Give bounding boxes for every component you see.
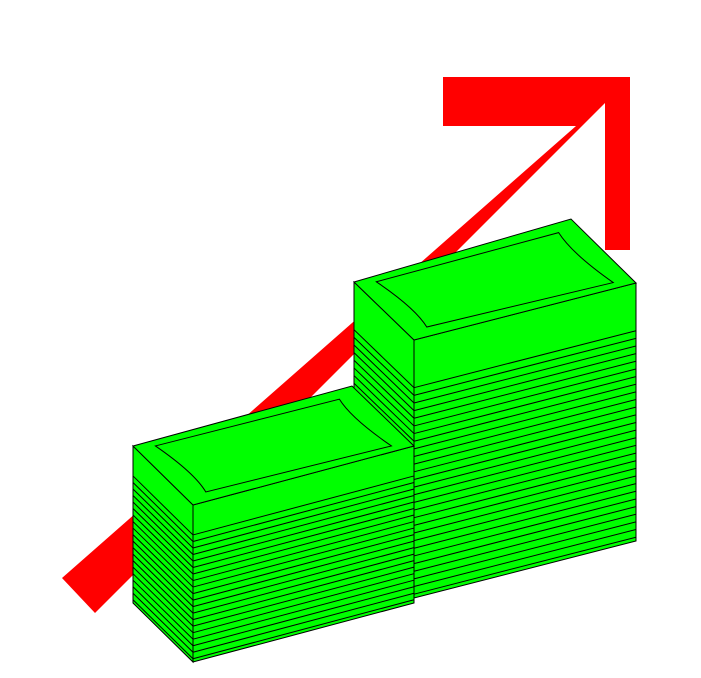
bill-inner-frame: [375, 232, 615, 328]
bill-edge: [413, 490, 637, 549]
bill-edge-side: [132, 534, 194, 594]
bill-edge: [192, 521, 415, 582]
bill-edge-side: [353, 344, 415, 404]
bill-edge: [413, 345, 637, 404]
bill-edge: [413, 391, 637, 450]
bill-edge: [413, 360, 637, 419]
bill-edge: [413, 421, 637, 480]
bill-edge: [413, 437, 637, 496]
bill-edge-side: [353, 382, 415, 442]
bill-edge-side: [132, 599, 194, 660]
bill-edge: [413, 475, 637, 534]
bill-edge-side: [132, 553, 194, 614]
top-bill: [353, 218, 637, 341]
bill-edge: [192, 481, 415, 542]
bill-edge: [413, 529, 637, 588]
bill-edge: [413, 460, 637, 519]
bill-edge: [413, 498, 637, 557]
bill-edge: [413, 414, 637, 473]
top-bill: [132, 385, 415, 506]
bill-edge-side: [132, 560, 194, 621]
bill-edge: [413, 376, 637, 435]
bill-edge: [192, 586, 415, 647]
bill-edge-side: [353, 367, 415, 427]
bill-edge: [413, 513, 637, 572]
bill-edge: [192, 475, 415, 536]
bill-edge-side: [132, 475, 194, 536]
bill-edge: [192, 599, 415, 660]
bill-edge: [413, 406, 637, 465]
bill-edge-side: [132, 482, 194, 542]
bill-edge: [192, 560, 415, 621]
bill-edge: [413, 521, 637, 580]
bill-edge: [413, 330, 637, 389]
bill-edge-side: [132, 579, 194, 640]
bill-edge-side: [132, 508, 194, 568]
bill-edge-side: [132, 586, 194, 647]
bill-edge-side: [132, 547, 194, 607]
bill-edge: [413, 429, 637, 488]
bill-edge-side: [353, 336, 415, 396]
bill-edge: [192, 573, 415, 634]
bill-edge-side: [132, 521, 194, 581]
bill-edge-side: [132, 527, 194, 588]
bill-edge: [413, 536, 637, 595]
bill-edge: [413, 399, 637, 457]
bill-edge: [192, 488, 415, 549]
bill-edge: [413, 467, 637, 526]
bill-edge: [192, 527, 415, 588]
bill-edge: [192, 501, 415, 562]
bill-edge: [192, 534, 415, 595]
bill-edge: [413, 368, 637, 427]
bill-edge: [192, 495, 415, 555]
bill-edge: [413, 483, 637, 542]
money-stack-short: [132, 385, 415, 664]
bill-edge-side: [132, 514, 194, 575]
bill-edge-side: [132, 573, 194, 634]
bill-edge: [413, 506, 637, 565]
bill-edge-side: [353, 375, 415, 434]
bill-edge: [413, 444, 637, 503]
bill-edge: [192, 579, 415, 640]
bill-edge: [413, 383, 637, 442]
bill-edge-side: [132, 501, 194, 562]
bill-edge-side: [132, 488, 194, 549]
bill-edge-side: [353, 329, 415, 389]
bill-edge: [192, 566, 415, 627]
bill-edge-side: [132, 592, 194, 653]
bill-edge-side: [353, 352, 415, 411]
bill-edge: [413, 452, 637, 511]
bill-edge: [192, 508, 415, 569]
bill-edge: [413, 337, 637, 396]
bill-edge: [192, 553, 415, 614]
bill-edge-side: [132, 495, 194, 555]
bill-edge: [192, 540, 415, 601]
bill-edge-side: [353, 359, 415, 419]
bill-edge-side: [132, 540, 194, 601]
bill-edge-side: [132, 566, 194, 627]
bill-edge: [192, 592, 415, 653]
bill-inner-frame: [154, 398, 393, 493]
bill-edge: [413, 353, 637, 412]
bill-edge: [192, 514, 415, 575]
bill-edge: [192, 547, 415, 608]
